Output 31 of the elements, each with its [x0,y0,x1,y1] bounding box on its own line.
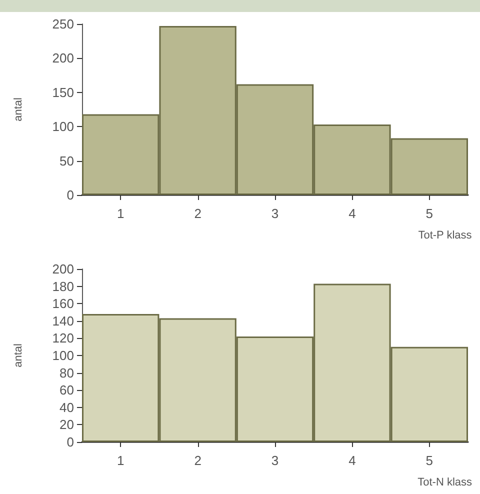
y-tick-label: 100 [52,348,74,363]
x-tick-label: 5 [426,453,434,468]
y-tick-label: 140 [52,313,74,328]
y-tick-label: 50 [60,153,74,168]
x-tick-label: 4 [348,453,356,468]
x-tick-label: 4 [348,206,356,221]
y-tick-label: 150 [52,84,74,100]
y-axis-title: antal [12,98,24,122]
x-tick-label: 5 [426,206,434,221]
y-tick-label: 250 [52,16,74,32]
y-tick-label: 160 [52,296,74,312]
y-tick-label: 0 [66,188,74,202]
y-tick-label: 200 [52,262,74,276]
y-tick-label: 40 [60,400,74,415]
x-tick-label: 1 [116,453,124,468]
x-tick-label: 1 [116,206,124,221]
y-tick-label: 200 [52,50,74,66]
y-tick-label: 100 [52,119,74,134]
y-tick-label: 60 [60,382,74,398]
y-tick-label: 120 [52,330,74,346]
y-tick-label: 0 [66,434,74,450]
x-tick-label: 3 [271,206,279,221]
y-tick-label: 20 [60,417,74,432]
y-tick-label: 80 [60,365,74,380]
y-tick-label: 180 [52,278,74,294]
y-axis-title: antal [12,344,24,368]
x-tick-label: 2 [194,453,202,468]
x-axis-title: Tot-P klass [418,230,472,242]
x-axis-title: Tot-N klass [418,476,472,488]
x-tick-label: 2 [194,206,202,221]
x-tick-label: 3 [271,453,279,468]
